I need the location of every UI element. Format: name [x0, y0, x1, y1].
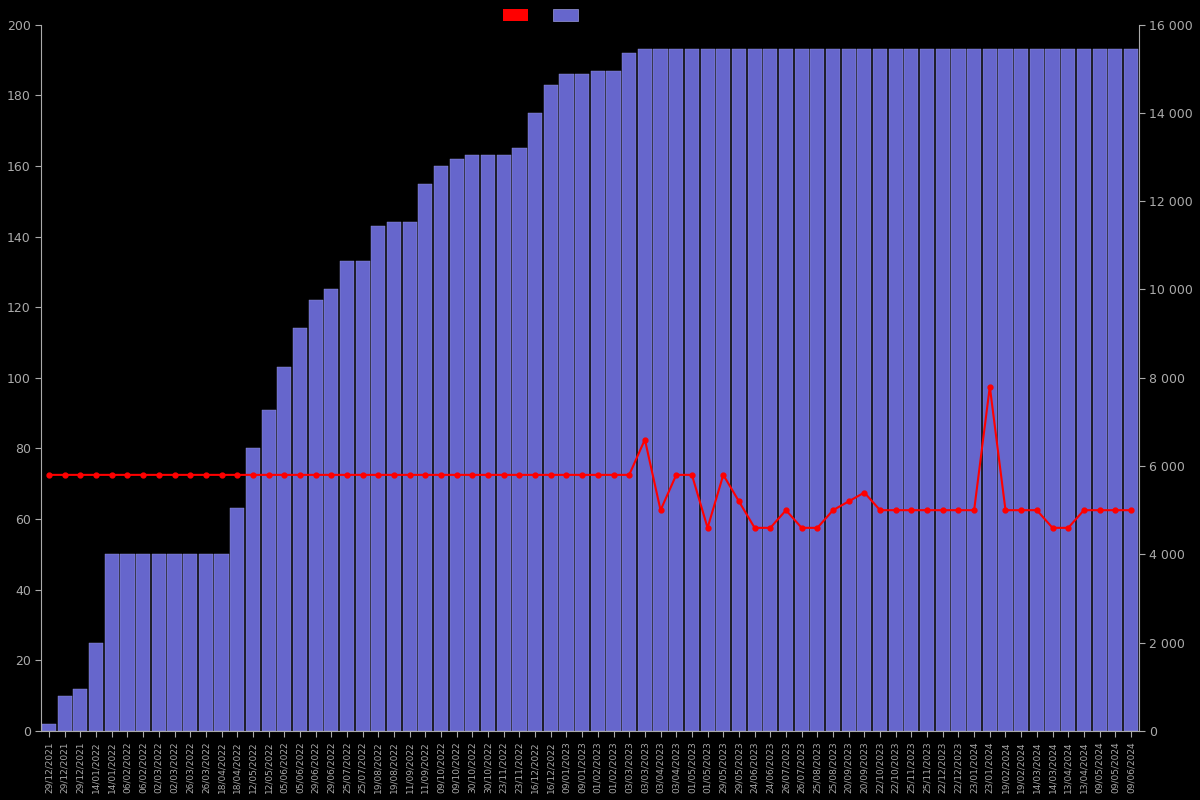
Bar: [104, 554, 119, 731]
Bar: [606, 70, 620, 731]
Bar: [670, 50, 683, 731]
Bar: [246, 448, 260, 731]
Bar: [497, 155, 511, 731]
Bar: [638, 50, 652, 731]
Bar: [998, 50, 1013, 731]
Bar: [983, 50, 997, 731]
Bar: [481, 155, 496, 731]
Bar: [701, 50, 715, 731]
Bar: [512, 148, 527, 731]
Bar: [450, 159, 463, 731]
Bar: [355, 262, 370, 731]
Bar: [199, 554, 212, 731]
Bar: [1076, 50, 1091, 731]
Bar: [732, 50, 746, 731]
Bar: [716, 50, 731, 731]
Bar: [1030, 50, 1044, 731]
Bar: [340, 262, 354, 731]
Bar: [575, 74, 589, 731]
Bar: [120, 554, 134, 731]
Bar: [889, 50, 902, 731]
Bar: [654, 50, 667, 731]
Bar: [371, 226, 385, 731]
Bar: [590, 70, 605, 731]
Bar: [262, 410, 276, 731]
Bar: [559, 74, 574, 731]
Bar: [403, 222, 416, 731]
Bar: [434, 166, 448, 731]
Bar: [1092, 50, 1106, 731]
Bar: [826, 50, 840, 731]
Bar: [58, 695, 72, 731]
Bar: [794, 50, 809, 731]
Bar: [544, 85, 558, 731]
Bar: [920, 50, 934, 731]
Bar: [293, 328, 307, 731]
Bar: [936, 50, 950, 731]
Bar: [230, 509, 245, 731]
Bar: [905, 50, 918, 731]
Bar: [685, 50, 698, 731]
Bar: [841, 50, 856, 731]
Bar: [763, 50, 778, 731]
Bar: [952, 50, 966, 731]
Bar: [42, 724, 56, 731]
Bar: [136, 554, 150, 731]
Bar: [168, 554, 181, 731]
Bar: [89, 642, 103, 731]
Bar: [1124, 50, 1138, 731]
Bar: [324, 290, 338, 731]
Bar: [1061, 50, 1075, 731]
Bar: [277, 367, 292, 731]
Bar: [1045, 50, 1060, 731]
Legend: , : ,: [498, 3, 595, 29]
Bar: [466, 155, 480, 731]
Bar: [1108, 50, 1122, 731]
Bar: [1014, 50, 1028, 731]
Bar: [528, 113, 542, 731]
Bar: [73, 689, 88, 731]
Bar: [184, 554, 197, 731]
Bar: [308, 300, 323, 731]
Bar: [151, 554, 166, 731]
Bar: [215, 554, 228, 731]
Bar: [874, 50, 887, 731]
Bar: [857, 50, 871, 731]
Bar: [748, 50, 762, 731]
Bar: [386, 222, 401, 731]
Bar: [967, 50, 982, 731]
Bar: [622, 53, 636, 731]
Bar: [779, 50, 793, 731]
Bar: [419, 183, 432, 731]
Bar: [810, 50, 824, 731]
